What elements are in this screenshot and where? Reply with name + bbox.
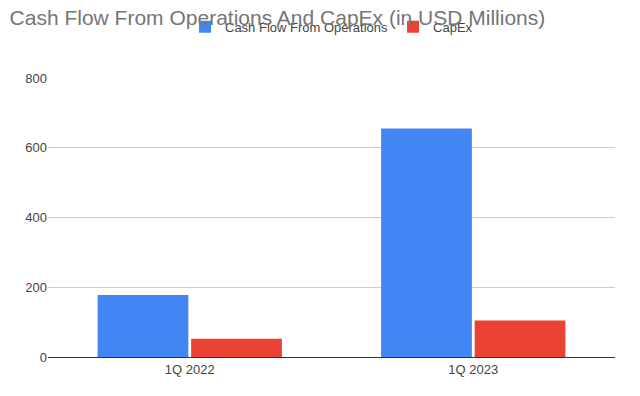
svg-text:1Q 2022: 1Q 2022: [165, 362, 215, 377]
svg-text:CapEx: CapEx: [433, 20, 473, 35]
svg-text:Cash Flow From Operations: Cash Flow From Operations: [225, 20, 388, 35]
svg-text:600: 600: [25, 140, 47, 155]
svg-text:800: 800: [25, 71, 47, 86]
svg-text:Cash Flow From Operations And: Cash Flow From Operations And CapEx (in …: [10, 6, 546, 29]
svg-text:400: 400: [25, 210, 47, 225]
svg-text:1Q 2023: 1Q 2023: [448, 362, 498, 377]
svg-text:0: 0: [40, 350, 47, 365]
svg-text:200: 200: [25, 280, 47, 295]
